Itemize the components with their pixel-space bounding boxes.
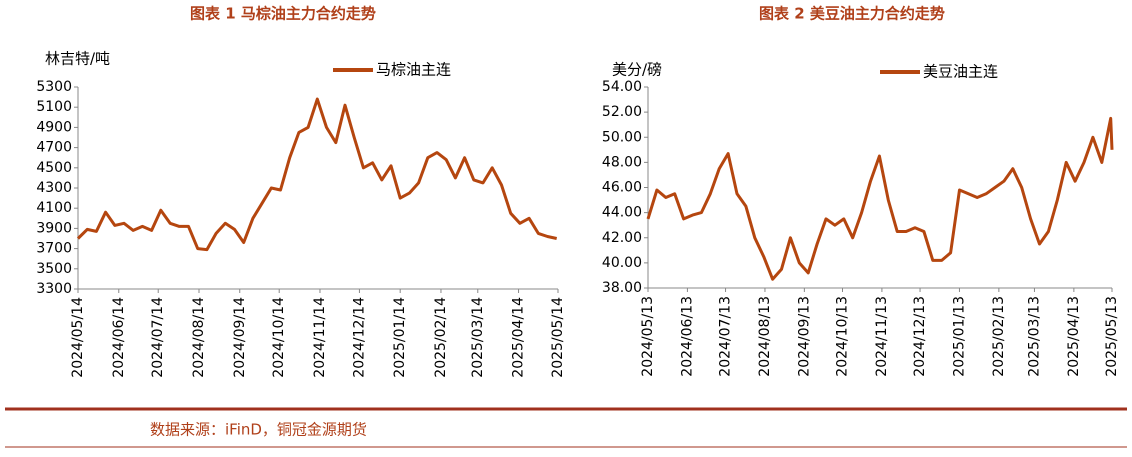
y-tick-label: 54.00 <box>602 79 642 95</box>
y-tick-label: 4700 <box>36 140 72 156</box>
y-tick-label: 52.00 <box>602 104 642 120</box>
y-tick-label: 4300 <box>36 180 72 196</box>
y-tick-label: 38.00 <box>602 280 642 296</box>
y-tick-label: 4500 <box>36 160 72 176</box>
y-axis-label: 林吉特/吨 <box>45 50 110 68</box>
x-tick-label: 2024/11/14 <box>312 297 328 378</box>
y-tick-label: 3700 <box>36 241 72 257</box>
x-tick-label: 2024/10/14 <box>271 297 287 378</box>
x-tick-label: 2025/03/14 <box>470 297 486 378</box>
y-tick-label: 4900 <box>36 119 72 135</box>
y-axis-label: 美分/磅 <box>612 61 662 79</box>
x-tick-label: 2024/06/13 <box>679 296 695 377</box>
y-tick-label: 46.00 <box>602 180 642 196</box>
x-tick-label: 2025/05/14 <box>550 297 566 378</box>
chart-title: 图表 2 美豆油主力合约走势 <box>759 5 945 23</box>
x-tick-label: 2025/02/14 <box>433 297 449 378</box>
y-tick-label: 42.00 <box>602 230 642 246</box>
y-tick-label: 40.00 <box>602 255 642 271</box>
x-tick-label: 2024/08/14 <box>191 297 207 378</box>
legend-label: 美豆油主连 <box>923 63 998 81</box>
y-tick-label: 50.00 <box>602 129 642 145</box>
y-tick-label: 3300 <box>36 281 72 297</box>
y-tick-label: 5100 <box>36 99 72 115</box>
x-tick-label: 2024/09/14 <box>232 297 248 378</box>
x-tick-label: 2024/07/13 <box>718 296 734 377</box>
x-tick-label: 2025/05/13 <box>1104 296 1120 377</box>
x-tick-label: 2024/06/14 <box>111 297 127 378</box>
x-tick-label: 2025/04/14 <box>511 297 527 378</box>
x-tick-label: 2024/10/13 <box>834 296 850 377</box>
source-note: 数据来源：iFinD，铜冠金源期货 <box>150 421 367 439</box>
y-tick-label: 48.00 <box>602 154 642 170</box>
x-tick-label: 2024/05/14 <box>70 297 86 378</box>
x-tick-label: 2024/12/14 <box>351 297 367 378</box>
x-tick-label: 2024/09/13 <box>796 296 812 377</box>
chart-title: 图表 1 马棕油主力合约走势 <box>190 5 376 23</box>
x-tick-label: 2024/12/13 <box>912 296 928 377</box>
x-tick-label: 2025/03/13 <box>1026 296 1042 377</box>
x-tick-label: 2025/01/14 <box>392 297 408 378</box>
y-tick-label: 3900 <box>36 220 72 236</box>
data-line <box>646 116 1114 281</box>
legend-label: 马棕油主连 <box>376 61 451 79</box>
y-tick-label: 44.00 <box>602 205 642 221</box>
x-tick-label: 2024/07/14 <box>150 297 166 378</box>
x-tick-label: 2024/05/13 <box>640 296 656 377</box>
x-tick-label: 2025/01/13 <box>951 296 967 377</box>
x-tick-label: 2025/04/13 <box>1066 296 1082 377</box>
y-tick-label: 4100 <box>36 200 72 216</box>
y-tick-label: 3500 <box>36 261 72 277</box>
x-tick-label: 2024/08/13 <box>757 296 773 377</box>
x-tick-label: 2025/02/13 <box>991 296 1007 377</box>
y-tick-label: 5300 <box>36 79 72 95</box>
data-line <box>76 97 558 252</box>
x-tick-label: 2024/11/13 <box>874 296 890 377</box>
